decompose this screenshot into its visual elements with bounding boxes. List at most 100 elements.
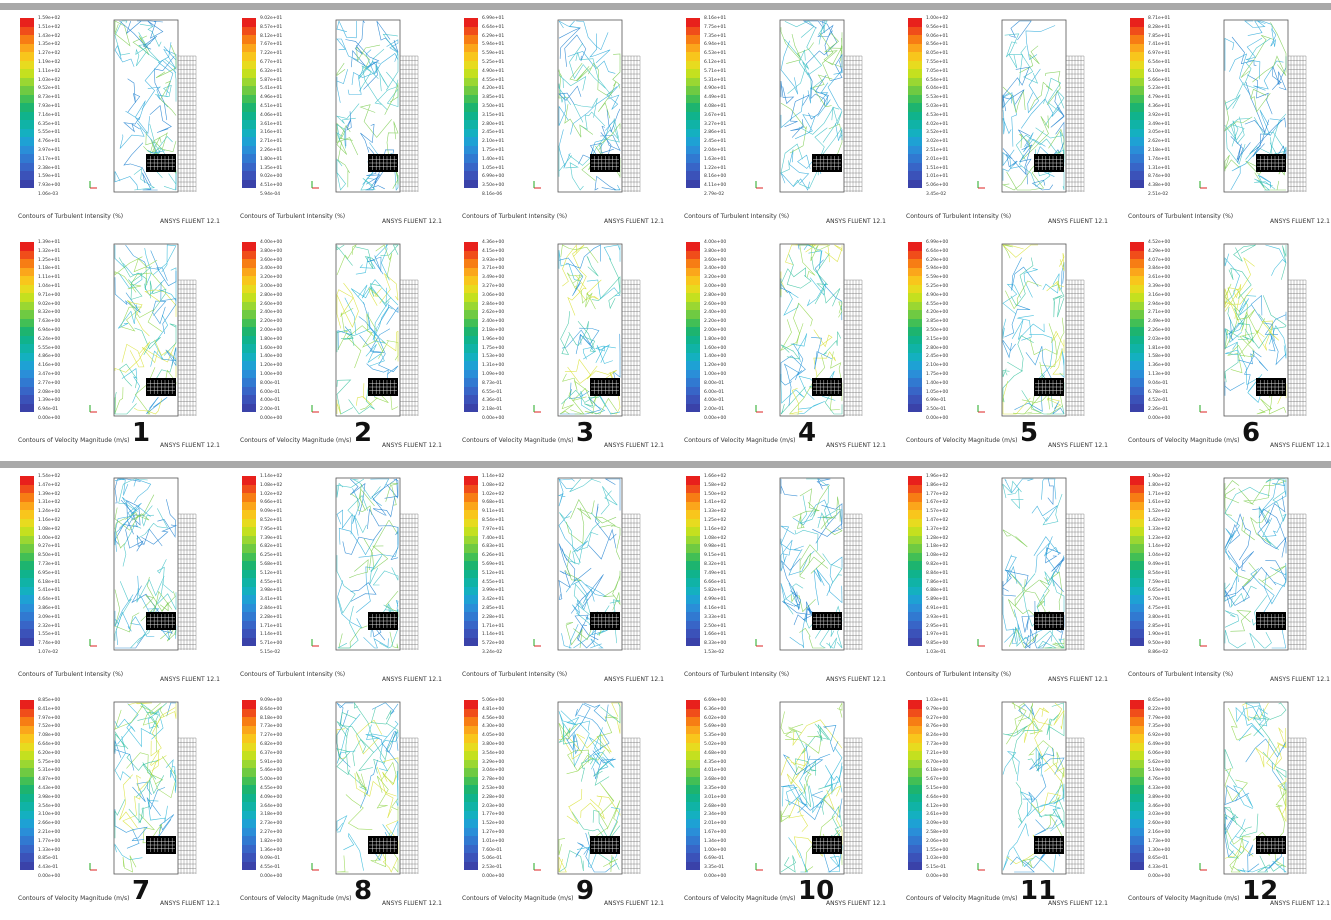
axis-triad-icon xyxy=(311,181,319,189)
contour-lines xyxy=(780,244,843,415)
colorbar-tick-label: 2.28e+01 xyxy=(482,614,505,620)
colorbar-tick-label: 1.59e+01 xyxy=(38,174,61,180)
colorbar-tick-label: 5.59e+01 xyxy=(482,51,505,57)
colorbar-tick-label: 6.55e-01 xyxy=(482,389,503,395)
contour-plot xyxy=(779,701,863,875)
colorbar-tick-label: 4.08e+01 xyxy=(704,103,727,109)
colorbar-tick-label: 2.80e+00 xyxy=(260,292,283,298)
contour-plot xyxy=(335,19,419,193)
colorbar-tick-label: 1.80e+02 xyxy=(1148,482,1171,488)
colorbar-tick-label: 7.93e+00 xyxy=(38,183,61,189)
panel-number: 10 xyxy=(798,876,835,906)
colorbar-tick-label: 4.55e-01 xyxy=(260,865,281,871)
colorbar-tick-label: 3.49e+00 xyxy=(482,275,505,281)
colorbar-tick-label: 6.25e+01 xyxy=(260,553,283,559)
colorbar-tick-label: 1.27e+00 xyxy=(482,829,505,835)
contour-plot xyxy=(1001,19,1085,193)
colorbar-tick-label: 5.06e+00 xyxy=(482,698,505,703)
colorbar-tick-label: 1.66e+01 xyxy=(704,632,727,638)
colorbar-tick-label: 2.28e+01 xyxy=(260,614,283,620)
colorbar-tick-label: 1.47e+02 xyxy=(38,482,61,488)
colorbar-tick-label: 1.60e+00 xyxy=(704,345,727,351)
colorbar-tick-label: 4.29e+00 xyxy=(1148,248,1171,254)
colorbar-tick-label: 2.71e+00 xyxy=(1148,310,1171,316)
colorbar-tick-label: 3.89e+00 xyxy=(1148,794,1171,800)
colorbar-tick-label: 5.66e+01 xyxy=(1148,77,1171,83)
colorbar-tick-label: 2.51e-02 xyxy=(1148,191,1169,197)
colorbar-tick-label: 1.03e+01 xyxy=(926,698,949,703)
colorbar-tick-label: 1.59e+02 xyxy=(38,16,61,21)
colorbar-tick-label: 2.60e+00 xyxy=(1148,821,1171,827)
colorbar-tick-label: 8.52e+01 xyxy=(260,517,283,523)
colorbar-tick-label: 7.86e+01 xyxy=(926,579,949,585)
colorbar-tick-label: 5.15e-02 xyxy=(260,649,281,655)
colorbar-tick-label: 9.66e+01 xyxy=(260,500,283,506)
colorbar-tick-label: 7.55e+01 xyxy=(926,59,949,65)
plot-caption: Contours of Turbulent Intensity (%) xyxy=(240,213,346,220)
colorbar-tick-label: 6.06e+00 xyxy=(1148,750,1171,756)
colorbar-tick-label: 5.25e+00 xyxy=(926,283,949,289)
colorbar-tick-label: 8.32e+00 xyxy=(38,310,61,316)
mesh-grid xyxy=(621,55,641,192)
colorbar-tick-label: 1.08e+02 xyxy=(482,482,505,488)
colorbar-tick-label: 5.75e+00 xyxy=(38,759,61,765)
colorbar-tick-label: 2.00e+00 xyxy=(260,327,283,333)
heater-block-grid xyxy=(1035,156,1063,170)
colorbar xyxy=(686,242,700,412)
colorbar-tick-label: 3.27e+01 xyxy=(704,121,727,127)
plot-caption: Contours of Turbulent Intensity (%) xyxy=(18,671,124,678)
colorbar-tick-label: 7.95e+01 xyxy=(260,526,283,532)
colorbar-tick-label: 1.54e+02 xyxy=(38,474,61,479)
colorbar-tick-label: 5.89e+01 xyxy=(926,597,949,603)
colorbar-tick-label: 1.55e+01 xyxy=(38,632,61,638)
mesh-grid xyxy=(1065,279,1085,416)
colorbar-tick-label: 1.39e+00 xyxy=(38,398,61,404)
software-label: ANSYS FLUENT 12.1 xyxy=(1270,900,1330,907)
colorbar-tick-label: 5.55e+00 xyxy=(38,345,61,351)
colorbar-tick-label: 1.20e+00 xyxy=(704,363,727,369)
contour-lines xyxy=(114,702,177,873)
turbulent-intensity-panel: 1.00e+02 9.56e+01 9.06e+01 8.56e+01 8.05e+01… xyxy=(888,10,1110,238)
colorbar-tick-label: 1.40e+00 xyxy=(926,380,949,386)
colorbar-tick-label: 8.86e-02 xyxy=(1148,649,1169,655)
plot-caption: Contours of Velocity Magnitude (m/s) xyxy=(18,895,130,902)
colorbar-tick-label: 5.00e+00 xyxy=(260,777,283,783)
colorbar-tick-label: 1.97e+01 xyxy=(926,632,949,638)
colorbar-tick-label: 3.50e-01 xyxy=(926,407,947,413)
mesh-grid xyxy=(621,513,641,650)
axis-triad-icon xyxy=(755,405,763,413)
colorbar-tick-label: 2.03e+00 xyxy=(1148,336,1171,342)
colorbar-tick-label: 2.80e+00 xyxy=(704,292,727,298)
colorbar-tick-label: 6.29e+00 xyxy=(926,257,949,263)
colorbar-tick-label: 6.18e+01 xyxy=(38,579,61,585)
velocity-magnitude-panel: 1.39e+01 1.32e+01 1.25e+01 1.18e+01 1.11e+01… xyxy=(0,234,222,462)
colorbar-tick-label: 4.36e+00 xyxy=(482,240,505,245)
colorbar-tick-label: 1.11e+02 xyxy=(38,68,61,74)
colorbar-tick-label: 5.06e+00 xyxy=(926,183,949,189)
colorbar-tick-label: 7.39e+01 xyxy=(260,535,283,541)
colorbar-tick-label: 4.09e+00 xyxy=(260,794,283,800)
colorbar-tick-label: 3.50e+00 xyxy=(482,183,505,189)
colorbar-tick-label: 7.93e+01 xyxy=(38,103,61,109)
colorbar-tick-label: 1.75e+00 xyxy=(926,371,949,377)
colorbar-tick-label: 3.29e+00 xyxy=(482,759,505,765)
colorbar-tick-label: 7.79e+00 xyxy=(1148,715,1171,721)
contour-plot xyxy=(557,19,641,193)
colorbar-tick-label: 3.85e+00 xyxy=(926,319,949,325)
colorbar-tick-label: 2.60e+00 xyxy=(704,301,727,307)
colorbar-tick-label: 9.56e+01 xyxy=(926,24,949,30)
colorbar-tick-label: 4.76e+00 xyxy=(1148,777,1171,783)
axis-triad-icon xyxy=(755,181,763,189)
heater-block-grid xyxy=(147,838,175,852)
panel-number: 7 xyxy=(132,876,151,906)
colorbar-tick-label: 1.71e+02 xyxy=(1148,491,1171,497)
plot-caption: Contours of Turbulent Intensity (%) xyxy=(684,213,790,220)
heater-block-grid xyxy=(147,380,175,394)
axis-triad-icon xyxy=(89,639,97,647)
colorbar-tick-label: 4.36e-01 xyxy=(482,398,503,404)
colorbar-tick-label: 0.00e+00 xyxy=(1148,415,1171,421)
colorbar-tick-label: 6.69e-01 xyxy=(704,856,725,862)
colorbar-tick-label: 6.00e-01 xyxy=(704,389,725,395)
colorbar-tick-label: 6.49e+00 xyxy=(1148,741,1171,747)
plot-caption: Contours of Velocity Magnitude (m/s) xyxy=(684,895,796,902)
